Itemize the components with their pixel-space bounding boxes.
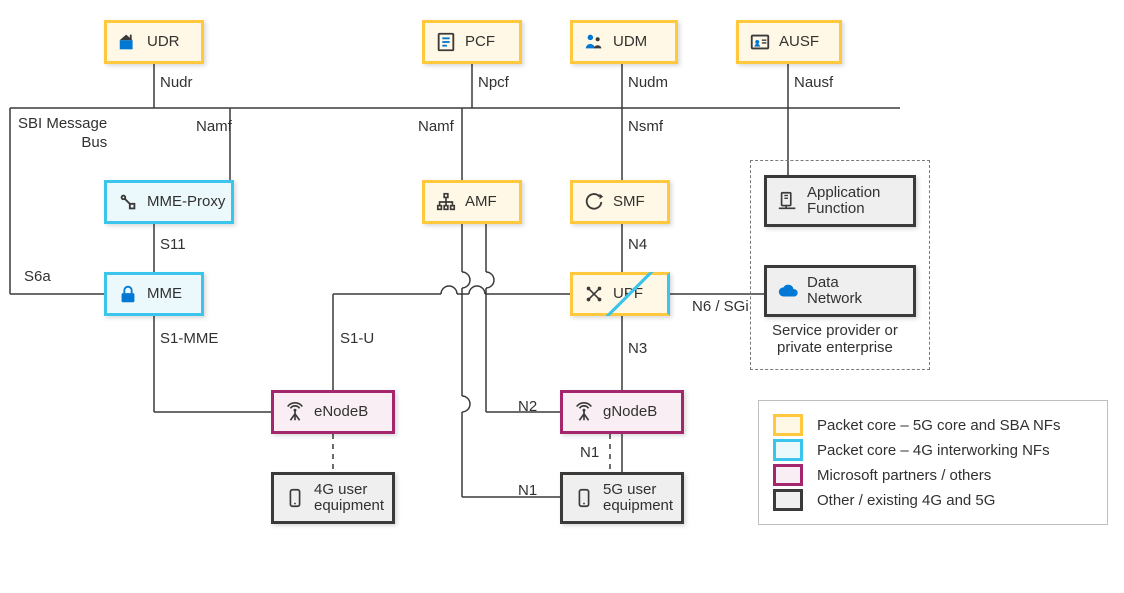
node-label: ApplicationFunction (807, 185, 880, 218)
edge-label: Nausf (794, 74, 833, 91)
upf-icon (583, 283, 605, 305)
node-label: 4G userequipment (314, 482, 384, 515)
node-upf: UPF (570, 272, 670, 316)
edge-label: S11 (160, 236, 186, 253)
edge-label: N2 (518, 398, 537, 415)
node-label: SMF (613, 194, 645, 211)
pcf-icon (435, 31, 457, 53)
legend-swatch (773, 439, 803, 461)
node-appf: ApplicationFunction (764, 175, 916, 227)
edge-label: N4 (628, 236, 647, 253)
edge-label: Nsmf (628, 118, 663, 135)
legend-row: Other / existing 4G and 5G (773, 489, 1093, 511)
antenna-icon (573, 401, 595, 423)
edge-label: Npcf (478, 74, 509, 91)
node-label: 5G userequipment (603, 482, 673, 515)
ausf-icon (749, 31, 771, 53)
edge-label: Namf (418, 118, 454, 135)
edge-label: Namf (196, 118, 232, 135)
node-label: gNodeB (603, 404, 657, 421)
legend-swatch (773, 489, 803, 511)
udr-icon (117, 31, 139, 53)
legend-label: Packet core – 5G core and SBA NFs (817, 417, 1060, 434)
antenna-icon (284, 401, 306, 423)
legend-swatch (773, 414, 803, 436)
legend: Packet core – 5G core and SBA NFs Packet … (758, 400, 1108, 525)
node-label: UDM (613, 34, 647, 51)
edge-label: S1-MME (160, 330, 218, 347)
node-label: AUSF (779, 34, 819, 51)
amf-icon (435, 191, 457, 213)
node-gnb: gNodeB (560, 390, 684, 434)
node-pcf: PCF (422, 20, 522, 64)
node-label: UPF (613, 286, 643, 303)
node-label: MME-Proxy (147, 194, 225, 211)
legend-label: Packet core – 4G interworking NFs (817, 442, 1050, 459)
edge-label: N3 (628, 340, 647, 357)
node-ue4: 4G userequipment (271, 472, 395, 524)
edge-label: N1 (518, 482, 537, 499)
edge-label: S6a (24, 268, 51, 285)
edge-label: Nudr (160, 74, 193, 91)
edge-label: N6 / SGi (692, 298, 749, 315)
appf-icon (777, 190, 799, 212)
legend-row: Packet core – 5G core and SBA NFs (773, 414, 1093, 436)
smf-icon (583, 191, 605, 213)
node-label: AMF (465, 194, 497, 211)
node-amf: AMF (422, 180, 522, 224)
udm-icon (583, 31, 605, 53)
node-udm: UDM (570, 20, 678, 64)
node-enb: eNodeB (271, 390, 395, 434)
node-smf: SMF (570, 180, 670, 224)
node-mme: MME (104, 272, 204, 316)
phone-icon (573, 487, 595, 509)
legend-row: Packet core – 4G interworking NFs (773, 439, 1093, 461)
legend-label: Microsoft partners / others (817, 467, 991, 484)
node-label: DataNetwork (807, 275, 862, 308)
node-label: MME (147, 286, 182, 303)
legend-label: Other / existing 4G and 5G (817, 492, 995, 509)
node-udr: UDR (104, 20, 204, 64)
edge-label: Nudm (628, 74, 668, 91)
node-label: UDR (147, 34, 180, 51)
phone-icon (284, 487, 306, 509)
legend-swatch (773, 464, 803, 486)
node-mmep: MME-Proxy (104, 180, 234, 224)
node-dnet: DataNetwork (764, 265, 916, 317)
edge-label: N1 (580, 444, 599, 461)
mmep-icon (117, 191, 139, 213)
node-ausf: AUSF (736, 20, 842, 64)
node-label: PCF (465, 34, 495, 51)
enterprise-caption: Service provider orprivate enterprise (772, 322, 898, 356)
legend-row: Microsoft partners / others (773, 464, 1093, 486)
edge-label: S1-U (340, 330, 374, 347)
sbi-bus-label: SBI MessageBus (18, 115, 107, 153)
mme-icon (117, 283, 139, 305)
node-ue5: 5G userequipment (560, 472, 684, 524)
cloud-icon (777, 280, 799, 302)
node-label: eNodeB (314, 404, 368, 421)
